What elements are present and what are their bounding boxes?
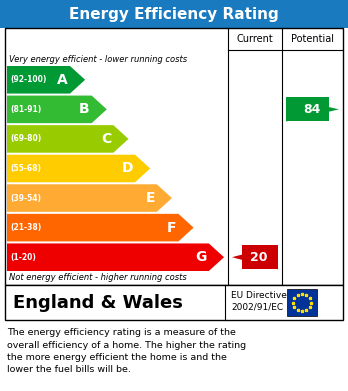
- Polygon shape: [286, 97, 339, 122]
- Text: 20: 20: [250, 251, 268, 264]
- Bar: [287, 289, 317, 316]
- Bar: [0, 0, 348, 28]
- Text: Energy Efficiency Rating: Energy Efficiency Rating: [69, 7, 279, 22]
- Text: Not energy efficient - higher running costs: Not energy efficient - higher running co…: [9, 273, 187, 283]
- Text: England & Wales: England & Wales: [13, 294, 183, 312]
- Text: E: E: [145, 191, 155, 205]
- Polygon shape: [7, 95, 107, 123]
- Polygon shape: [7, 125, 128, 153]
- Text: (69-80): (69-80): [10, 135, 41, 143]
- Text: (39-54): (39-54): [10, 194, 41, 203]
- Text: (55-68): (55-68): [10, 164, 41, 173]
- Text: The energy efficiency rating is a measure of the
overall efficiency of a home. T: The energy efficiency rating is a measur…: [7, 328, 246, 375]
- Polygon shape: [232, 245, 278, 269]
- Text: (92-100): (92-100): [10, 75, 46, 84]
- Text: (1-20): (1-20): [10, 253, 36, 262]
- Text: G: G: [196, 250, 207, 264]
- Polygon shape: [7, 155, 150, 182]
- Text: D: D: [121, 161, 133, 176]
- Text: F: F: [167, 221, 176, 235]
- Text: B: B: [79, 102, 90, 117]
- Text: EU Directive
2002/91/EC: EU Directive 2002/91/EC: [231, 291, 287, 312]
- Text: Very energy efficient - lower running costs: Very energy efficient - lower running co…: [9, 54, 187, 63]
- Text: (81-91): (81-91): [10, 105, 41, 114]
- Bar: [5, 28, 343, 285]
- Polygon shape: [7, 214, 193, 241]
- Text: C: C: [101, 132, 111, 146]
- Text: Current: Current: [237, 34, 274, 44]
- Text: (21-38): (21-38): [10, 223, 41, 232]
- Text: A: A: [57, 73, 68, 87]
- Text: 84: 84: [303, 103, 321, 116]
- Bar: [286, 97, 329, 122]
- Polygon shape: [7, 66, 85, 93]
- Text: Potential: Potential: [291, 34, 334, 44]
- Polygon shape: [7, 244, 224, 271]
- Bar: [5, 285, 343, 320]
- Bar: [242, 245, 278, 269]
- Polygon shape: [7, 184, 172, 212]
